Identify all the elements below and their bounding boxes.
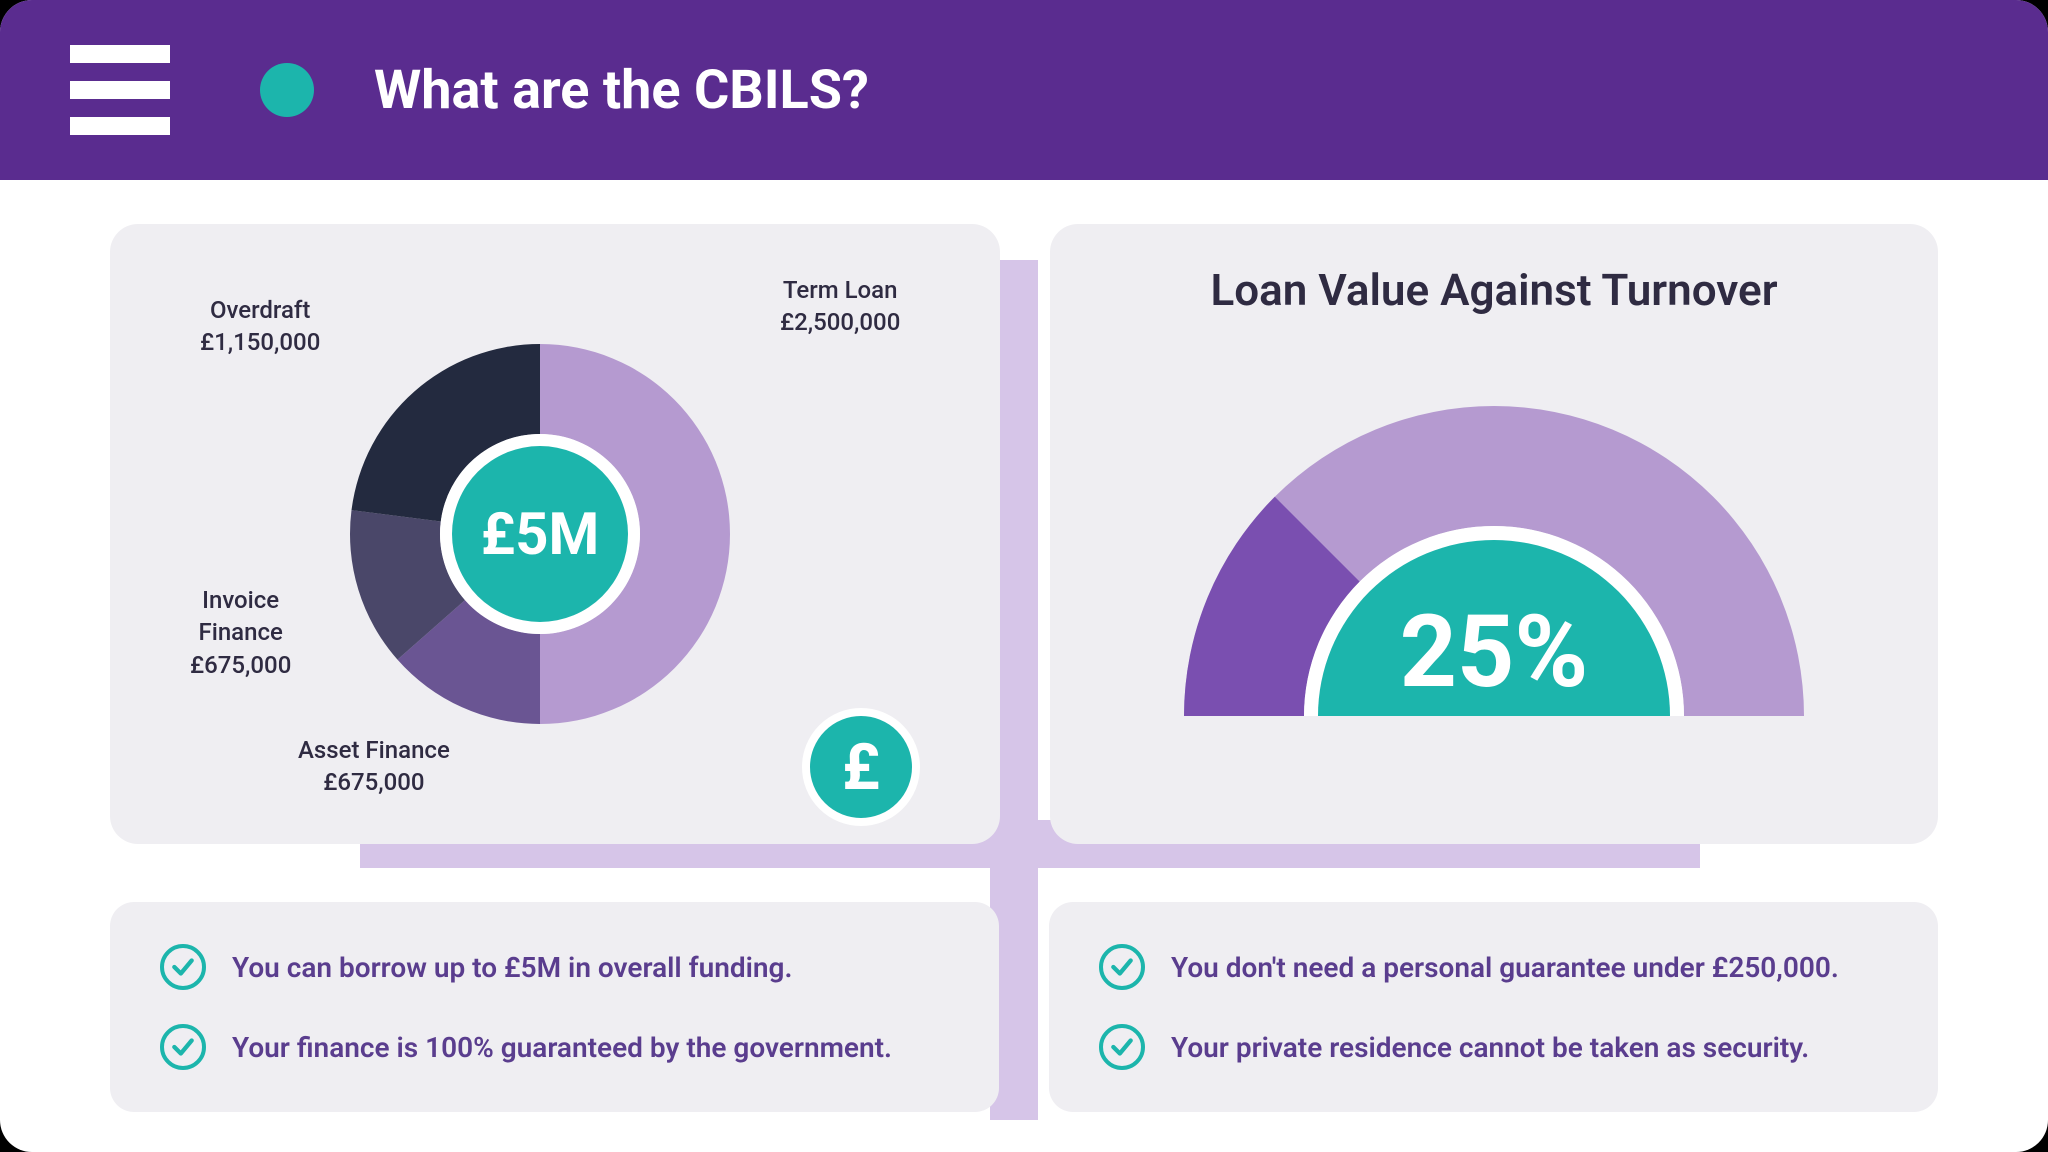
bullet-text: You don't need a personal guarantee unde… (1171, 951, 1839, 984)
donut-center-label: £5M (481, 501, 600, 569)
bottom-row: You can borrow up to £5M in overall fund… (110, 902, 1938, 1112)
top-row: £5M Term Loan£2,500,000 Overdraft£1,150,0… (110, 224, 1938, 844)
header-bar: What are the CBILS? (0, 0, 2048, 180)
check-icon (160, 1024, 206, 1070)
bullet-item: You can borrow up to £5M in overall fund… (160, 944, 949, 990)
page-title: What are the CBILS? (374, 59, 869, 122)
donut-segment-label: Asset Finance£675,000 (298, 734, 450, 799)
donut-segment-label: Term Loan£2,500,000 (780, 274, 900, 339)
donut-segment-label: InvoiceFinance£675,000 (190, 584, 291, 681)
bullets-card-right: You don't need a personal guarantee unde… (1049, 902, 1938, 1112)
bullet-item: Your private residence cannot be taken a… (1099, 1024, 1888, 1070)
check-icon (1099, 944, 1145, 990)
menu-icon[interactable] (70, 45, 170, 135)
page: What are the CBILS? £5M Term Loan£2,500,… (0, 0, 2048, 1152)
content-area: £5M Term Loan£2,500,000 Overdraft£1,150,0… (0, 180, 2048, 1152)
pound-icon: £ (802, 708, 920, 826)
bullet-dot-icon (260, 63, 314, 117)
bullet-text: Your finance is 100% guaranteed by the g… (232, 1031, 892, 1064)
check-icon (1099, 1024, 1145, 1070)
bullet-item: Your finance is 100% guaranteed by the g… (160, 1024, 949, 1070)
donut-segment-label: Overdraft£1,150,000 (200, 294, 320, 359)
bullet-text: Your private residence cannot be taken a… (1171, 1031, 1809, 1064)
bullet-item: You don't need a personal guarantee unde… (1099, 944, 1888, 990)
bullet-text: You can borrow up to £5M in overall fund… (232, 951, 792, 984)
gauge-chart-card: Loan Value Against Turnover 25% (1050, 224, 1938, 844)
donut-chart-card: £5M Term Loan£2,500,000 Overdraft£1,150,0… (110, 224, 1000, 844)
gauge-chart: 25% (1134, 346, 1854, 726)
bullets-card-left: You can borrow up to £5M in overall fund… (110, 902, 999, 1112)
gauge-title: Loan Value Against Turnover (1090, 264, 1898, 316)
check-icon (160, 944, 206, 990)
gauge-percent-label: 25% (1400, 594, 1589, 711)
